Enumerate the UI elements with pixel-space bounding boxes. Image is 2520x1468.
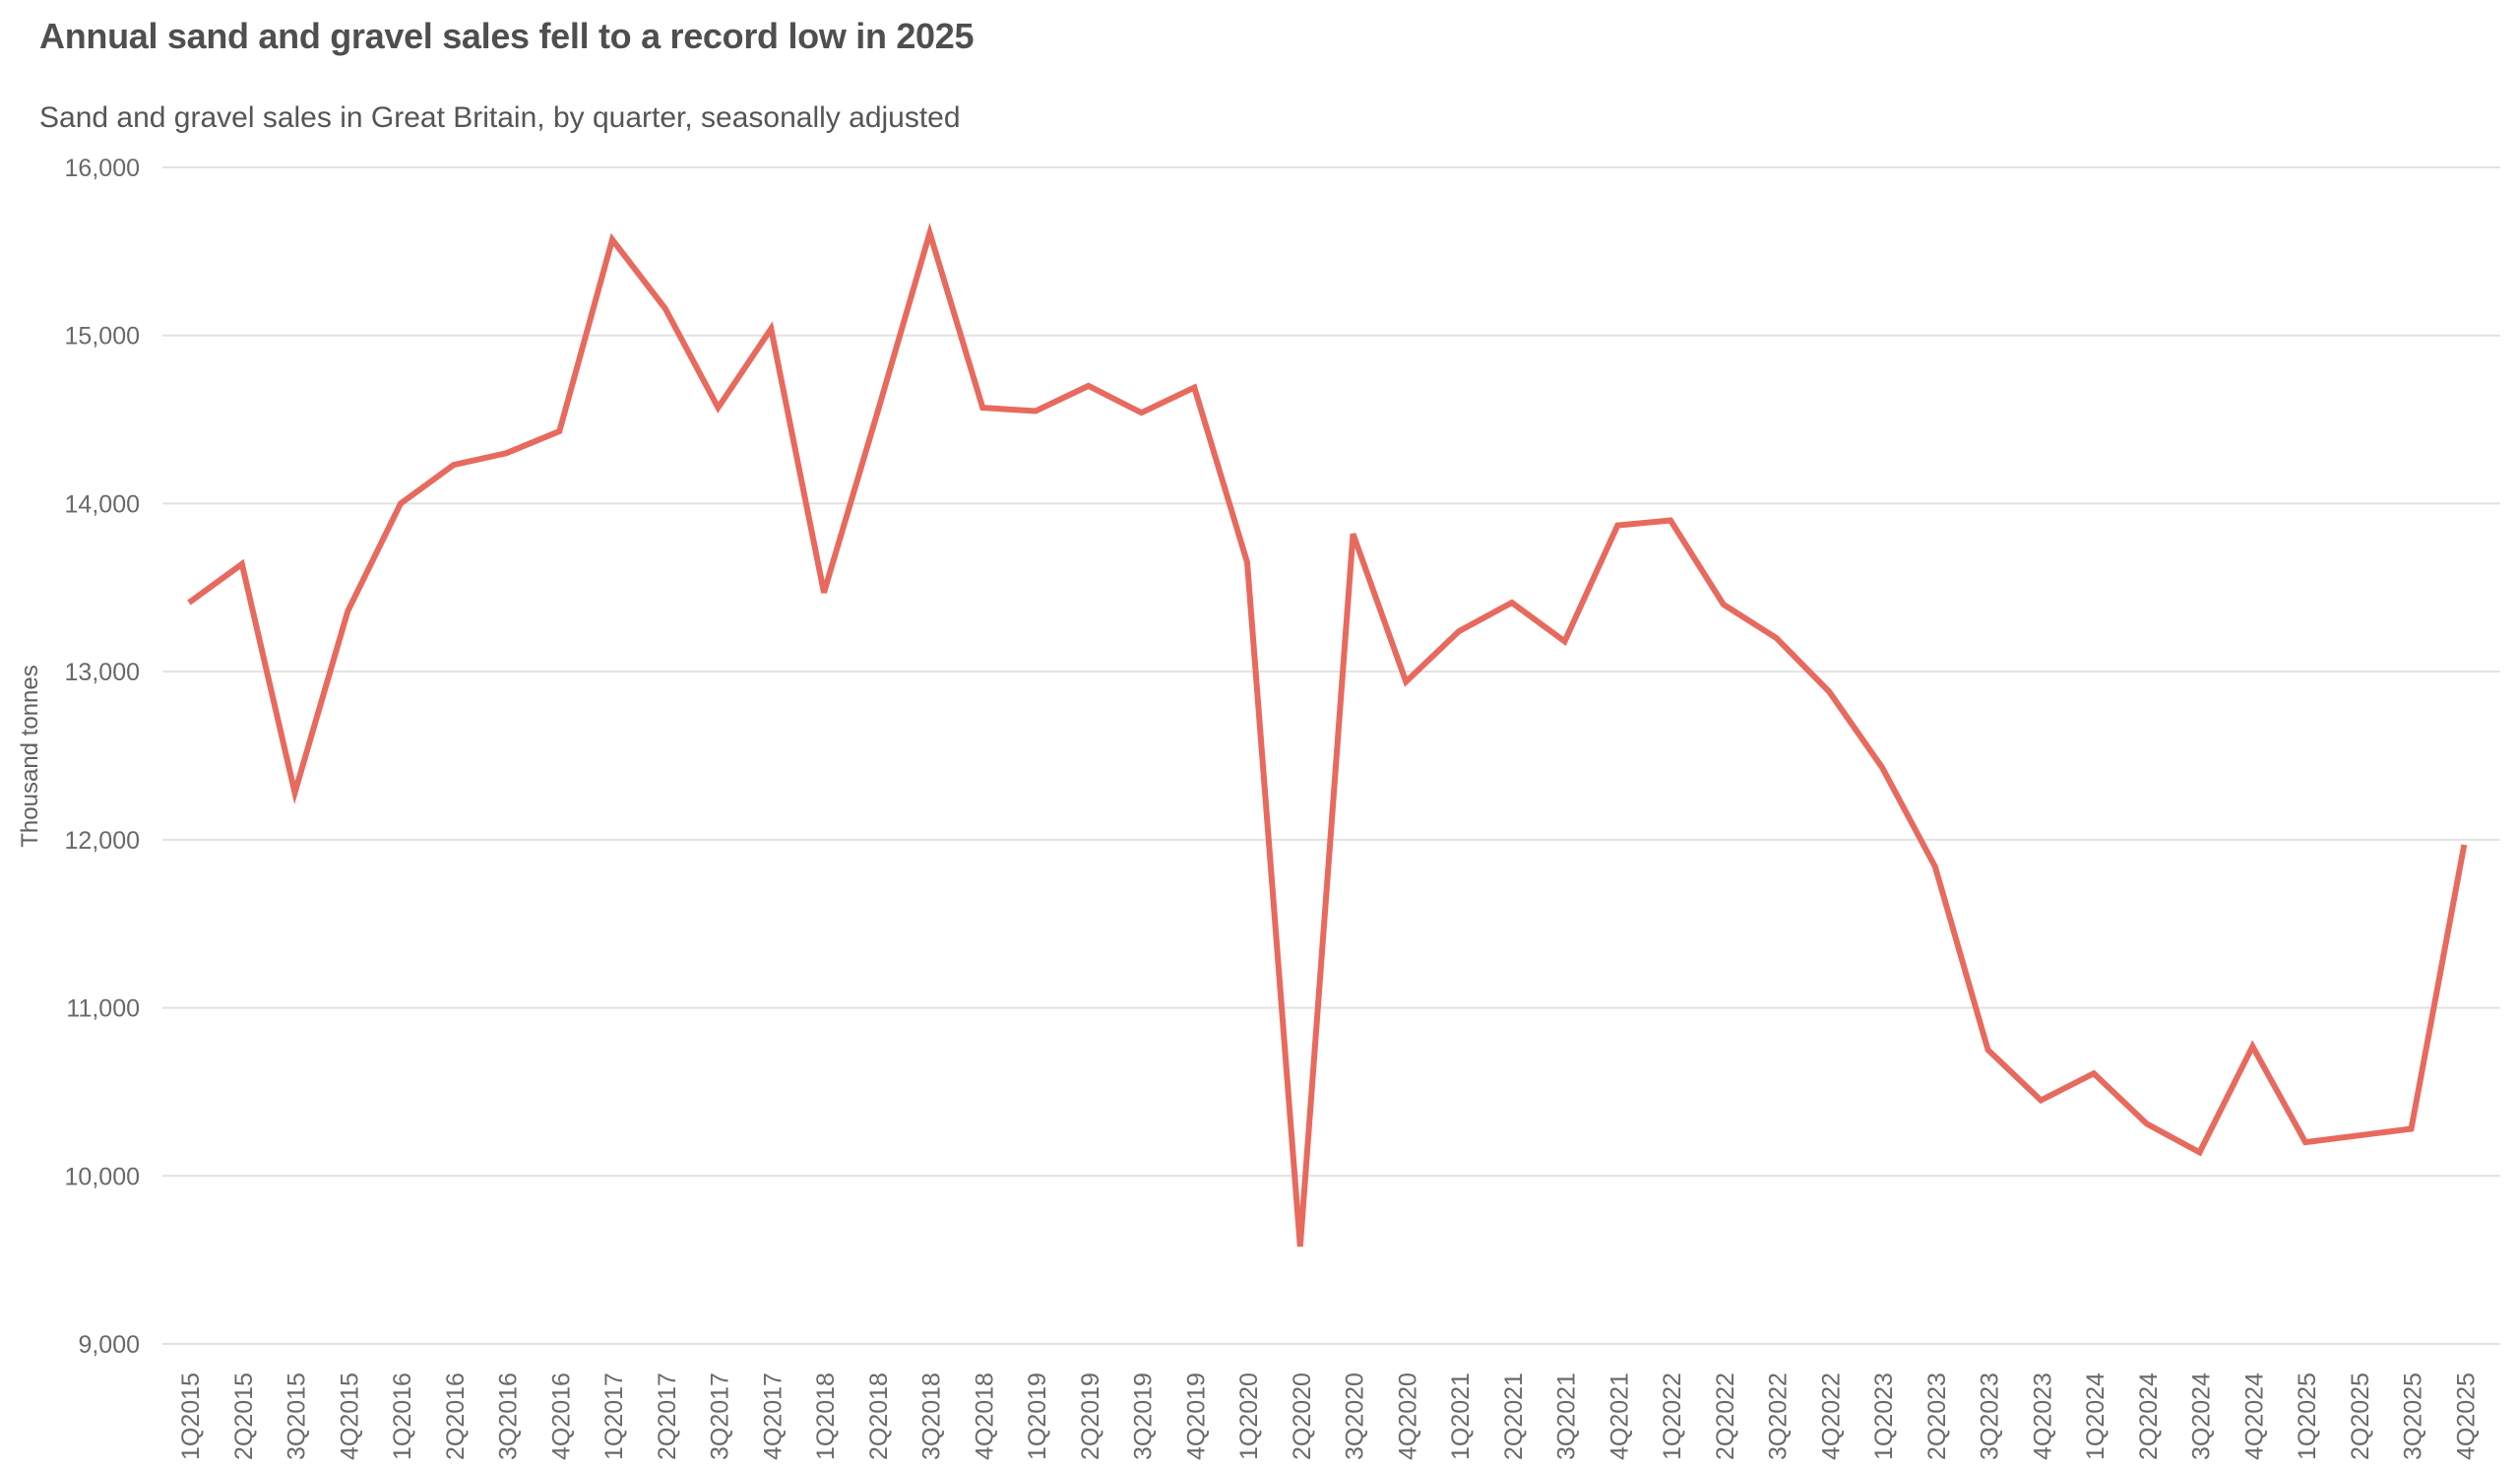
y-tick-label: 11,000 [66, 995, 140, 1023]
x-tick-label: 1Q2024 [2082, 1372, 2110, 1460]
x-tick-label: 2Q2021 [1500, 1372, 1528, 1460]
x-tick-label: 4Q2022 [1817, 1372, 1845, 1460]
x-tick-label: 1Q2019 [1024, 1372, 1051, 1460]
x-tick-label: 1Q2025 [2294, 1372, 2321, 1460]
x-tick-label: 4Q2021 [1606, 1372, 1633, 1460]
x-tick-label: 1Q2017 [600, 1372, 628, 1460]
y-tick-label: 15,000 [65, 323, 140, 351]
y-tick-label: 16,000 [65, 155, 140, 182]
x-tick-label: 1Q2022 [1659, 1372, 1686, 1460]
x-tick-label: 2Q2020 [1289, 1372, 1316, 1460]
x-tick-label: 4Q2018 [971, 1372, 998, 1460]
x-tick-label: 2Q2025 [2347, 1372, 2374, 1460]
x-tick-label: 2Q2024 [2135, 1372, 2163, 1460]
x-tick-label: 3Q2021 [1553, 1372, 1581, 1460]
x-tick-label: 3Q2019 [1130, 1372, 1158, 1460]
y-tick-label: 10,000 [65, 1163, 140, 1190]
y-tick-label: 14,000 [65, 490, 140, 518]
x-tick-label: 2Q2018 [865, 1372, 893, 1460]
x-tick-label: 2Q2022 [1712, 1372, 1739, 1460]
x-tick-label: 4Q2019 [1182, 1372, 1210, 1460]
x-tick-label: 3Q2020 [1342, 1372, 1369, 1460]
x-tick-label: 4Q2016 [547, 1372, 575, 1460]
x-tick-label: 2Q2017 [654, 1372, 681, 1460]
x-tick-label: 2Q2019 [1077, 1372, 1104, 1460]
x-tick-label: 3Q2022 [1765, 1372, 1793, 1460]
x-tick-label: 3Q2018 [918, 1372, 946, 1460]
x-tick-label: 3Q2024 [2188, 1372, 2216, 1460]
y-tick-label: 9,000 [78, 1331, 140, 1359]
x-tick-label: 4Q2024 [2240, 1372, 2268, 1460]
y-tick-label: 12,000 [65, 827, 140, 855]
x-tick-label: 4Q2023 [2029, 1372, 2056, 1460]
chart-subtitle: Sand and gravel sales in Great Britain, … [39, 101, 961, 134]
chart-title: Annual sand and gravel sales fell to a r… [39, 16, 975, 56]
x-tick-label: 1Q2023 [1870, 1372, 1898, 1460]
x-tick-label: 3Q2025 [2400, 1372, 2427, 1460]
x-tick-label: 3Q2015 [284, 1372, 311, 1460]
x-tick-label: 4Q2025 [2452, 1372, 2480, 1460]
x-tick-label: 3Q2023 [1977, 1372, 2004, 1460]
y-axis-title: Thousand tonnes [17, 665, 43, 847]
x-tick-label: 1Q2016 [389, 1372, 416, 1460]
x-tick-label: 2Q2015 [230, 1372, 258, 1460]
x-tick-label: 1Q2021 [1447, 1372, 1475, 1460]
y-tick-label: 13,000 [65, 659, 140, 686]
x-tick-label: 2Q2023 [1923, 1372, 1951, 1460]
x-tick-label: 3Q2017 [707, 1372, 734, 1460]
x-tick-label: 4Q2015 [336, 1372, 363, 1460]
x-tick-label: 4Q2017 [759, 1372, 787, 1460]
series-line [187, 223, 2468, 1247]
x-tick-label: 1Q2015 [177, 1372, 205, 1460]
x-tick-label: 3Q2016 [495, 1372, 523, 1460]
x-tick-label: 1Q2020 [1235, 1372, 1263, 1460]
x-tick-label: 1Q2018 [812, 1372, 840, 1460]
x-tick-label: 2Q2016 [442, 1372, 470, 1460]
x-tick-label: 4Q2020 [1394, 1372, 1421, 1460]
